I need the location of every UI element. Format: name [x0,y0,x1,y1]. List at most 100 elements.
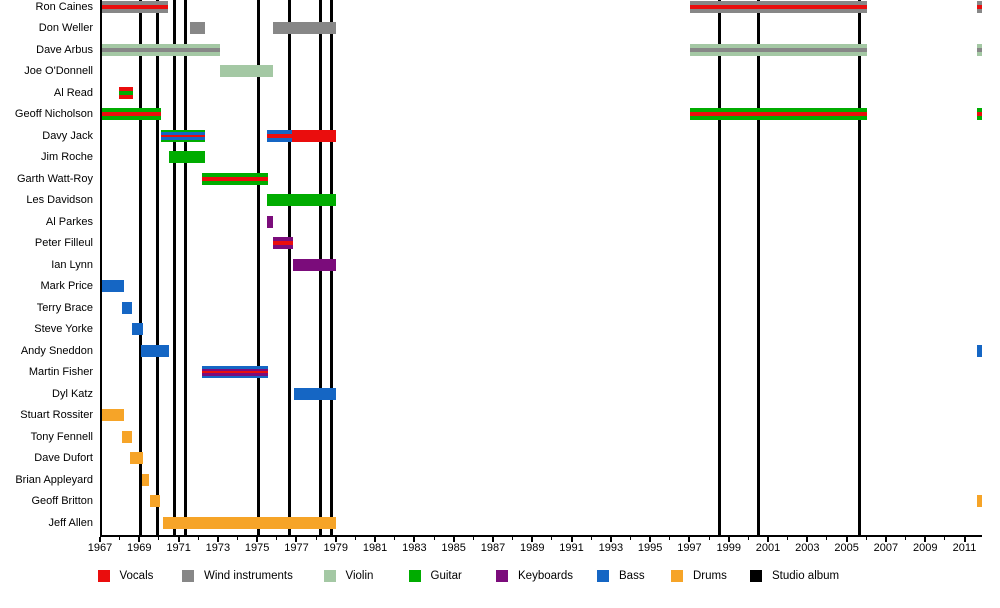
timeline-bar-ron-caines [976,1,982,13]
timeline-bar-dave-arbus [690,43,868,56]
studio-album-line [287,0,291,536]
x-axis-minor-tick [787,537,789,540]
x-axis-tick-label: 2005 [834,542,859,554]
studio-album-line [183,0,187,536]
bass-stripe [161,137,205,140]
timeline-bar-stuart-rossiter [101,409,124,422]
x-axis-minor-tick [433,537,435,540]
keyboards-stripe [201,373,268,376]
x-axis-tick-label: 2009 [912,542,938,554]
legend-swatch-studio-album [750,570,762,582]
x-axis-major-tick [570,537,573,542]
vocals-stripe [118,94,134,99]
guitar-stripe [161,129,205,133]
x-axis-tick-label: 1979 [323,542,349,554]
x-axis-major-tick [924,537,927,542]
guitar-stripe [201,172,268,177]
x-axis-line [100,535,982,537]
x-axis-tick-label: 1993 [598,542,624,554]
timeline-bar-don-weller [272,22,336,35]
legend-label-vocals: Vocals [119,569,154,582]
timeline-bar-geoff-britton [149,495,161,508]
legend-label-keyboards: Keyboards [518,569,573,582]
timeline-bar-don-weller [189,22,205,35]
timeline-bar-dave-dufort [130,452,144,465]
x-axis-minor-tick [669,537,671,540]
member-label-tony-fennell: Tony Fennell [30,430,93,443]
drums-stripe [149,495,161,508]
vocals-stripe [201,370,268,374]
x-axis-major-tick [688,537,691,542]
timeline-bar-dyl-katz [293,387,336,400]
guitar-stripe [100,108,162,113]
x-axis-minor-tick [629,537,631,540]
x-axis-major-tick [138,537,141,542]
x-axis-major-tick [963,537,966,542]
studio-album-line [139,0,143,536]
guitar-stripe [690,116,868,121]
vocals-stripe [201,176,268,181]
member-label-jeff-allen: Jeff Allen [48,516,93,529]
vocals-stripe [100,5,168,9]
member-label-geoff-nicholson: Geoff Nicholson [14,108,93,121]
x-axis-major-tick [767,537,770,542]
x-axis-major-tick [295,537,298,542]
x-axis-major-tick [884,537,887,542]
x-axis-tick-label: 2011 [952,542,977,554]
x-axis-major-tick [177,537,180,542]
x-axis-major-tick [452,537,455,542]
legend-item-vocals: Vocals [97,569,154,583]
x-axis-tick-label: 2003 [795,542,820,554]
legend-swatch-vocals [97,570,110,582]
y-axis-line [100,0,102,536]
member-label-les-davidson: Les Davidson [26,194,93,207]
x-axis-tick-label: 1967 [87,542,113,554]
x-axis-minor-tick [512,537,514,540]
wind-stripe [100,9,168,13]
timeline-bar-ron-caines [100,1,168,13]
legend-swatch-guitar [408,570,421,582]
x-axis-minor-tick [905,537,907,540]
timeline-bar-garth-watt-roy [201,172,268,185]
violin-stripe [976,51,982,56]
studio-album-line [857,0,861,536]
x-axis-tick-label: 1981 [362,542,388,554]
member-label-ian-lynn: Ian Lynn [51,258,93,271]
wind-stripe [976,47,982,52]
legend-label-bass: Bass [619,569,645,582]
member-label-dave-dufort: Dave Dufort [34,452,93,465]
member-label-martin-fisher: Martin Fisher [28,366,93,379]
x-axis-major-tick [216,537,219,542]
x-axis-major-tick [256,537,259,542]
member-label-ron-caines: Ron Caines [35,1,93,13]
timeline-bar-al-read [118,86,134,99]
violin-stripe [976,43,982,48]
member-label-al-read: Al Read [53,86,93,99]
studio-album-line [756,0,760,536]
member-label-dave-arbus: Dave Arbus [36,43,93,56]
x-axis-tick-label: 1985 [441,542,466,554]
x-axis-minor-tick [865,537,867,540]
keyboards-stripe [267,215,274,228]
vocals-stripe [690,112,868,117]
vocals-stripe [976,112,982,117]
member-label-jim-roche: Jim Roche [41,151,93,164]
x-axis-tick-label: 1995 [637,542,663,554]
studio-album-line [156,0,160,536]
timeline-bar-dave-arbus [976,43,982,56]
x-axis-minor-tick [590,537,592,540]
wind-stripe [100,1,168,5]
x-axis-tick-label: 1991 [559,542,584,554]
studio-album-line [172,0,176,536]
timeline-bar-al-parkes [267,215,274,228]
member-label-dyl-katz: Dyl Katz [52,387,93,400]
x-axis-tick-label: 1969 [127,542,152,554]
wind-stripe [976,1,982,5]
timeline-bar-mark-price [101,280,124,293]
timeline-bar-terry-brace [122,301,133,314]
bass-stripe [293,387,336,400]
x-axis-minor-tick [276,537,278,540]
member-label-brian-appleyard: Brian Appleyard [15,473,93,486]
vocals-stripe [161,134,205,138]
legend-item-guitar: Guitar [408,570,462,583]
